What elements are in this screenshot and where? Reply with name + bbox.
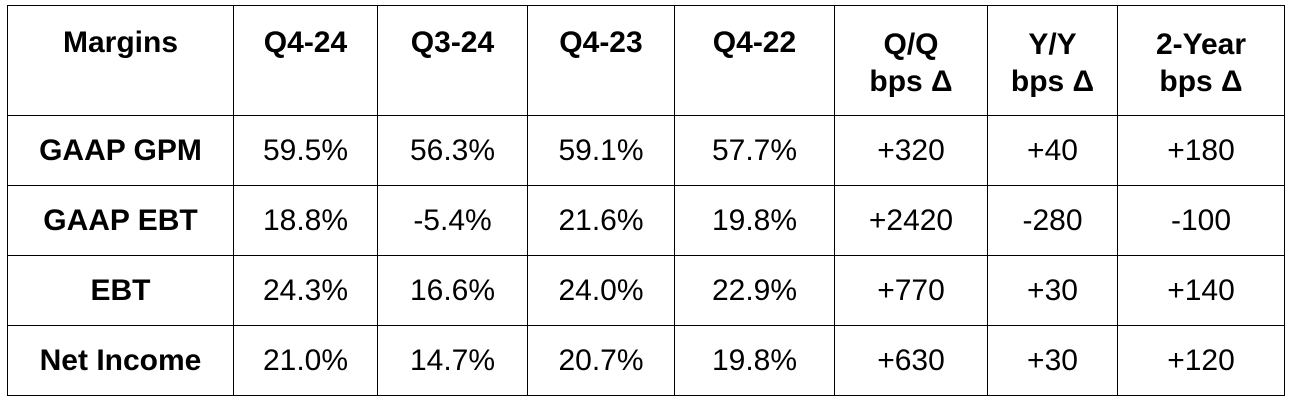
- table-cell: 22.9%: [674, 255, 835, 326]
- row-label: GAAP EBT: [7, 185, 234, 256]
- table-cell: 18.8%: [233, 185, 378, 256]
- table-cell: 19.8%: [674, 325, 835, 396]
- table-cell: 16.6%: [377, 255, 528, 326]
- table-row: Net Income 21.0% 14.7% 20.7% 19.8% +630 …: [7, 325, 1285, 396]
- table-cell: 19.8%: [674, 185, 835, 256]
- table-cell: +120: [1117, 325, 1285, 396]
- table-cell: +2420: [834, 185, 988, 256]
- row-label: Net Income: [7, 325, 234, 396]
- header-q4-24: Q4-24: [233, 5, 378, 116]
- table-cell: -280: [987, 185, 1118, 256]
- header-qq-bps: Q/Q bps Δ: [834, 5, 988, 116]
- table-cell: 56.3%: [377, 115, 528, 186]
- margins-table: Margins Q4-24 Q3-24 Q4-23 Q4-22 Q/Q bps …: [7, 5, 1285, 396]
- table-cell: +630: [834, 325, 988, 396]
- table-cell: +30: [987, 325, 1118, 396]
- header-q4-22: Q4-22: [674, 5, 835, 116]
- table-row: GAAP GPM 59.5% 56.3% 59.1% 57.7% +320 +4…: [7, 115, 1285, 186]
- row-label: GAAP GPM: [7, 115, 234, 186]
- header-2year-line2: bps Δ: [1159, 65, 1243, 98]
- table-cell: +140: [1117, 255, 1285, 326]
- table-cell: 59.5%: [233, 115, 378, 186]
- header-yy-bps: Y/Y bps Δ: [987, 5, 1118, 116]
- header-margins: Margins: [7, 5, 234, 116]
- header-qq-line1: Q/Q: [883, 28, 939, 61]
- table-cell: -5.4%: [377, 185, 528, 256]
- table-cell: 14.7%: [377, 325, 528, 396]
- table-cell: 21.6%: [527, 185, 675, 256]
- header-qq-line2: bps Δ: [869, 65, 953, 98]
- header-q4-23: Q4-23: [527, 5, 675, 116]
- table-cell: -100: [1117, 185, 1285, 256]
- table-row: GAAP EBT 18.8% -5.4% 21.6% 19.8% +2420 -…: [7, 185, 1285, 256]
- table-cell: 59.1%: [527, 115, 675, 186]
- row-label: EBT: [7, 255, 234, 326]
- table-row: EBT 24.3% 16.6% 24.0% 22.9% +770 +30 +14…: [7, 255, 1285, 326]
- table-cell: +320: [834, 115, 988, 186]
- table-cell: +180: [1117, 115, 1285, 186]
- table-cell: 57.7%: [674, 115, 835, 186]
- table-cell: +30: [987, 255, 1118, 326]
- table-cell: +770: [834, 255, 988, 326]
- header-q3-24: Q3-24: [377, 5, 528, 116]
- table-cell: +40: [987, 115, 1118, 186]
- table-cell: 20.7%: [527, 325, 675, 396]
- header-yy-line1: Y/Y: [1028, 28, 1077, 61]
- header-row: Margins Q4-24 Q3-24 Q4-23 Q4-22 Q/Q bps …: [7, 5, 1285, 116]
- table-cell: 24.3%: [233, 255, 378, 326]
- header-yy-line2: bps Δ: [1010, 65, 1095, 98]
- header-2year-line1: 2-Year: [1155, 28, 1247, 61]
- table-cell: 21.0%: [233, 325, 378, 396]
- table-cell: 24.0%: [527, 255, 675, 326]
- header-2year-bps: 2-Year bps Δ: [1117, 5, 1285, 116]
